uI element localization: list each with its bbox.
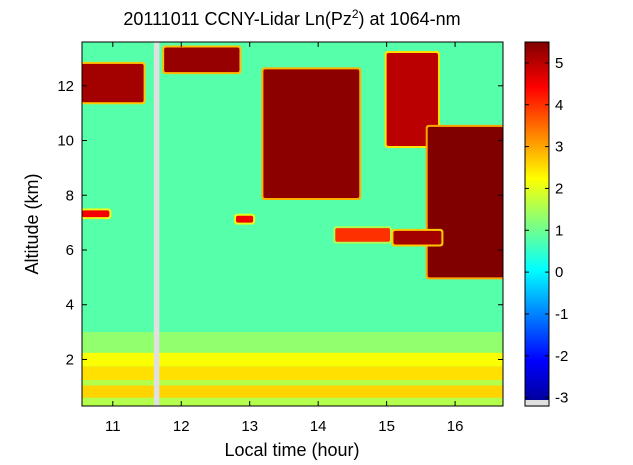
x-axis-label: Local time (hour)	[224, 440, 359, 460]
cloud-region	[263, 69, 360, 198]
y-tick-label: 12	[57, 78, 74, 95]
y-tick-label: 2	[66, 351, 74, 368]
colorbar-tick-label: 3	[555, 139, 563, 156]
cloud-region	[82, 210, 110, 218]
y-axis-label: Altitude (km)	[22, 173, 42, 274]
boundary-layer-band	[82, 380, 503, 386]
colorbar	[525, 42, 549, 406]
chart-title-suffix: ) at 1064-nm	[359, 9, 461, 29]
boundary-layer-band	[82, 397, 503, 406]
y-tick-label: 10	[57, 133, 74, 150]
cloud-region	[393, 230, 442, 245]
cloud-region	[386, 52, 438, 146]
cloud-region	[82, 63, 144, 103]
cloud-region	[164, 47, 240, 73]
x-tick-label: 12	[173, 418, 190, 435]
colorbar-tick-label: -3	[555, 390, 568, 407]
y-tick-label: 6	[66, 242, 74, 259]
cloud-region	[427, 126, 503, 278]
cloud-region	[236, 215, 254, 223]
colorbar-tick-label: 4	[555, 97, 563, 114]
x-tick-label: 14	[310, 418, 327, 435]
boundary-layer-band	[82, 332, 503, 353]
colorbar-frame	[524, 41, 550, 407]
x-tick-label: 15	[378, 418, 395, 435]
chart-title: 20111011 CCNY-Lidar Ln(Pz2) at 1064-nm	[123, 7, 460, 29]
x-tick-label: 11	[105, 418, 121, 435]
y-tick-label: 4	[66, 297, 74, 314]
colorbar-tick-label: 2	[555, 180, 563, 197]
y-axis: 2 4 6 8 10 12	[57, 78, 503, 368]
plot-frame	[81, 41, 504, 407]
colorbar-gap-swatch	[525, 400, 549, 407]
data-gap-column	[153, 42, 160, 406]
chart-title-main: 20111011 CCNY-Lidar Ln(Pz	[123, 9, 351, 29]
x-axis: 11 12 13 14 15 16	[105, 42, 463, 435]
colorbar-axis: -3 -2 -1 0 1 2 3 4 5	[525, 55, 568, 407]
boundary-layer-band	[82, 366, 503, 380]
boundary-layer-band	[82, 352, 503, 367]
y-tick-label: 8	[66, 187, 74, 204]
colorbar-tick-label: -1	[555, 306, 568, 323]
colorbar-tick-label: 0	[555, 264, 563, 281]
x-tick-label: 13	[241, 418, 258, 435]
colorbar-tick-label: 1	[555, 222, 563, 239]
chart-title-superscript: 2	[352, 7, 359, 21]
colorbar-tick-label: 5	[555, 55, 563, 72]
cloud-region	[335, 228, 391, 242]
heatmap-plot-area	[82, 42, 503, 406]
x-tick-label: 16	[447, 418, 464, 435]
boundary-layer-band	[82, 385, 503, 398]
colorbar-tick-label: -2	[555, 348, 568, 365]
